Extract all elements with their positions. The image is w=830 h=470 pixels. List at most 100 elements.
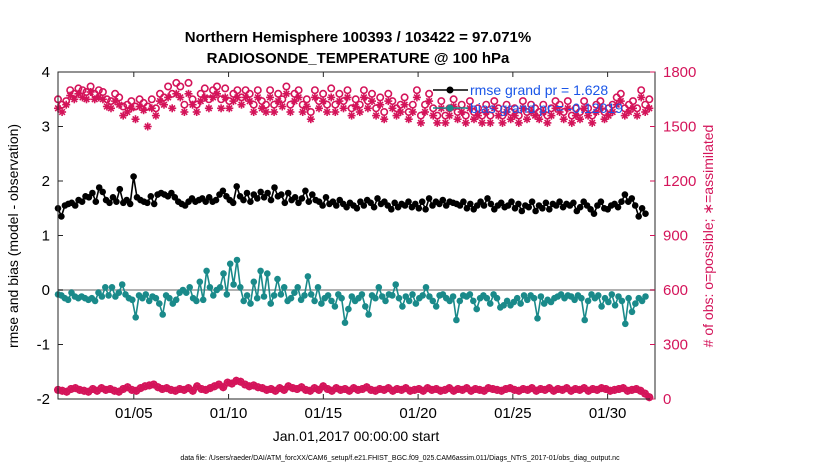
obs_assimilated-point xyxy=(306,115,315,124)
bias-point xyxy=(253,294,261,302)
bias-point xyxy=(226,260,234,268)
rmse-point xyxy=(508,198,515,205)
bias-point xyxy=(365,311,372,318)
bias-point xyxy=(291,289,298,297)
obs_bottom_assimilated-point xyxy=(480,386,489,395)
rmse-point xyxy=(319,202,326,209)
rmse-point xyxy=(95,184,103,191)
bias-point xyxy=(605,298,612,306)
rmse-point xyxy=(374,195,381,202)
obs_assimilated-point xyxy=(445,111,454,120)
obs_assimilated-point xyxy=(192,108,201,116)
obs_assimilated-point xyxy=(408,108,417,116)
obs_assimilated-point xyxy=(319,97,328,106)
obs_assimilated-point xyxy=(416,118,425,127)
bias-point xyxy=(595,292,602,299)
bias-point xyxy=(240,297,247,305)
obs_assimilated-point xyxy=(400,100,409,109)
obs_possible-point xyxy=(384,89,393,98)
bias-point xyxy=(422,284,430,291)
y-right-axis-label: # of obs: o=possible; ∗=assimilated xyxy=(700,125,716,348)
obs_possible-point xyxy=(367,89,376,98)
bias-point xyxy=(530,294,538,302)
rmse-point xyxy=(106,199,113,207)
bias-point xyxy=(395,294,403,302)
obs_possible-point xyxy=(327,84,336,93)
obs_possible-point xyxy=(645,95,654,104)
x-tick-label: 01/30 xyxy=(589,405,627,422)
bias-point xyxy=(331,303,339,310)
bias-point xyxy=(230,281,237,288)
obs_assimilated-point xyxy=(147,104,156,113)
y-left-tick-label: 3 xyxy=(42,119,50,136)
rmse-point xyxy=(78,198,86,205)
rmse-point xyxy=(281,199,289,207)
rmse-point xyxy=(467,200,474,208)
obs_possible-point xyxy=(184,78,193,87)
obs_bottom_assimilated-point xyxy=(114,387,123,396)
obs_possible-point xyxy=(400,93,409,102)
rmse-point xyxy=(253,195,261,202)
obs_assimilated-point xyxy=(559,115,568,124)
bias-point xyxy=(517,300,524,307)
obs_assimilated-point xyxy=(335,97,344,106)
obs_assimilated-point xyxy=(196,97,205,106)
obs_assimilated-point xyxy=(629,104,637,113)
rmse-point xyxy=(621,191,629,198)
bias-point xyxy=(338,294,345,302)
obs_assimilated-point xyxy=(384,97,393,106)
obs_assimilated-point xyxy=(98,95,107,104)
x-tick-label: 01/15 xyxy=(305,405,343,422)
y-left-tick-label: 4 xyxy=(42,64,50,81)
bias-point xyxy=(628,308,636,316)
rmse-point xyxy=(243,189,251,197)
obs_assimilated-point xyxy=(184,89,193,98)
rmse-point xyxy=(309,191,316,198)
obs_bottom_assimilated-point xyxy=(514,386,523,395)
obs_assimilated-point xyxy=(262,108,270,116)
obs_assimilated-point xyxy=(62,100,71,109)
bias-point xyxy=(456,297,464,305)
x-axis-label: Jan.01,2017 00:00:00 start xyxy=(273,428,440,444)
obs_assimilated-point xyxy=(204,104,213,113)
bias-point xyxy=(102,284,109,291)
bias-point xyxy=(537,293,545,300)
bias-point xyxy=(453,316,460,324)
bias-point xyxy=(345,305,352,313)
rmse-point xyxy=(597,198,605,205)
y-right-tick-label: 300 xyxy=(663,337,688,354)
rmse-point xyxy=(542,199,550,207)
obs_assimilated-point xyxy=(482,108,491,116)
bias-point xyxy=(274,275,281,283)
rmse-point xyxy=(291,194,299,201)
bias-point xyxy=(301,292,308,299)
obs_bottom_assimilated-point xyxy=(132,386,141,395)
obs_assimilated-point xyxy=(588,118,597,127)
bias-point xyxy=(206,284,214,291)
rmse-point xyxy=(546,206,553,213)
obs_assimilated-point xyxy=(567,118,576,127)
obs_possible-point xyxy=(115,93,124,102)
chart-title-line2: RADIOSONDE_TEMPERATURE @ 100 hPa xyxy=(207,50,510,67)
rmse-point xyxy=(99,188,106,196)
obs_assimilated-point xyxy=(286,108,295,116)
bias-point xyxy=(409,291,416,298)
obs_assimilated-point xyxy=(380,115,389,124)
rmse-point xyxy=(278,191,285,198)
obs_possible-point xyxy=(200,84,209,93)
bias-point xyxy=(328,297,335,305)
bias-point xyxy=(611,302,619,309)
bias-point xyxy=(223,291,231,298)
bias-point xyxy=(159,311,166,318)
obs_assimilated-point xyxy=(331,108,340,116)
obs_assimilated-point xyxy=(233,93,242,102)
bias-point xyxy=(466,291,474,298)
obs_assimilated-point xyxy=(518,104,527,113)
rmse-point xyxy=(92,198,100,205)
chart-title-line1: Northern Hemisphere 100393 / 103422 = 97… xyxy=(185,29,531,46)
obs_assimilated-point xyxy=(490,104,499,113)
obs_assimilated-point xyxy=(217,104,226,113)
y-left-tick-label: 0 xyxy=(42,282,50,299)
bias-point xyxy=(247,300,254,307)
bias-point xyxy=(277,291,285,298)
